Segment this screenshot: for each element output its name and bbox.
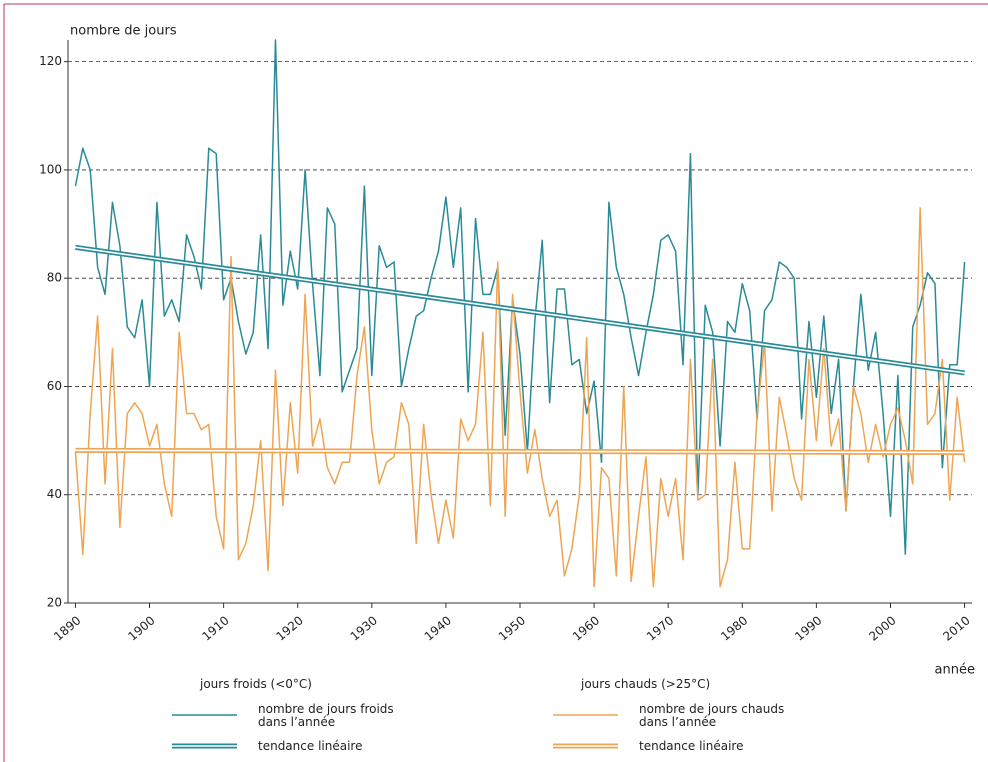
data-line <box>74 207 966 588</box>
x-tick-label: 1900 <box>125 613 157 643</box>
x-tick-label: 1990 <box>792 613 824 643</box>
x-tick-label: 1910 <box>199 613 231 643</box>
y-tick-label: 20 <box>47 596 62 610</box>
x-axis-label: année <box>935 663 975 678</box>
x-tick-label: 1950 <box>496 613 528 643</box>
data-line <box>74 39 966 556</box>
trend-line-inner <box>75 449 965 454</box>
x-tick-label: 1890 <box>51 613 83 643</box>
x-tick-label: 1960 <box>570 613 602 643</box>
legend-label: nombre de jours froids dans l’année <box>258 702 394 729</box>
legend-label: tendance linéaire <box>639 739 744 753</box>
x-tick-label: 2010 <box>940 613 972 643</box>
legend-label: tendance linéaire <box>258 739 363 753</box>
x-tick-label: 1980 <box>718 613 750 643</box>
x-tick-label: 1970 <box>644 613 676 643</box>
x-tick-label: 1930 <box>348 613 380 643</box>
trend-line-inner <box>75 246 965 374</box>
y-axis-label: nombre de jours <box>70 24 177 39</box>
x-tick-label: 2000 <box>866 613 898 643</box>
y-tick-label: 60 <box>47 379 62 393</box>
y-tick-label: 40 <box>47 487 62 501</box>
legend-label: nombre de jours chauds dans l’année <box>639 702 785 729</box>
x-tick-label: 1940 <box>422 613 454 643</box>
x-tick-label: 1920 <box>273 613 305 643</box>
y-tick-label: 120 <box>39 54 62 68</box>
legend-group-title: jours froids (<0°C) <box>200 677 312 691</box>
y-tick-label: 80 <box>47 271 62 285</box>
y-tick-label: 100 <box>39 162 62 176</box>
legend-group-title: jours chauds (>25°C) <box>581 677 711 691</box>
